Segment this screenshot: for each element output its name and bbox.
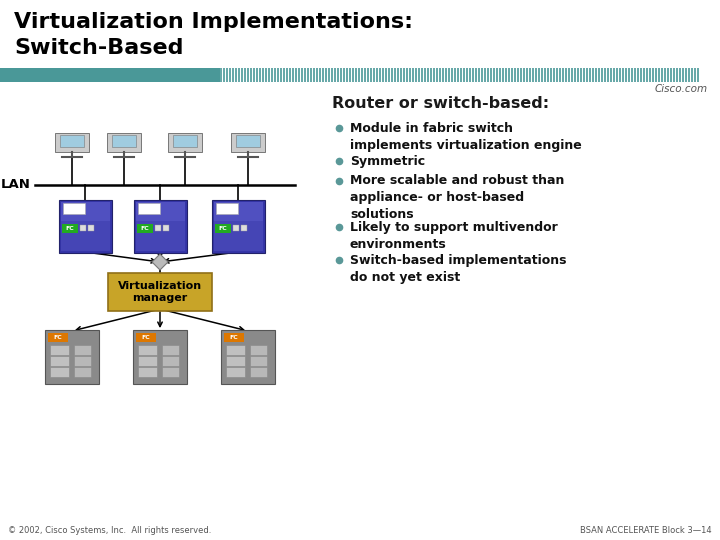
FancyBboxPatch shape: [161, 367, 179, 376]
Text: FC: FC: [140, 226, 149, 231]
FancyBboxPatch shape: [80, 225, 86, 231]
FancyBboxPatch shape: [224, 333, 244, 342]
FancyBboxPatch shape: [250, 355, 266, 366]
FancyBboxPatch shape: [215, 224, 231, 233]
FancyBboxPatch shape: [107, 132, 140, 152]
FancyBboxPatch shape: [236, 134, 260, 147]
FancyBboxPatch shape: [133, 330, 187, 384]
Text: FC: FC: [66, 226, 74, 231]
FancyBboxPatch shape: [138, 345, 156, 354]
Text: © 2002, Cisco Systems, Inc.  All rights reserved.: © 2002, Cisco Systems, Inc. All rights r…: [8, 526, 212, 535]
FancyBboxPatch shape: [250, 367, 266, 376]
FancyBboxPatch shape: [231, 132, 265, 152]
FancyBboxPatch shape: [225, 355, 245, 366]
FancyBboxPatch shape: [250, 345, 266, 354]
FancyBboxPatch shape: [73, 355, 91, 366]
FancyBboxPatch shape: [50, 345, 68, 354]
FancyBboxPatch shape: [233, 225, 239, 231]
FancyBboxPatch shape: [50, 367, 68, 376]
Text: Symmetric: Symmetric: [350, 155, 425, 168]
FancyBboxPatch shape: [60, 134, 84, 147]
FancyBboxPatch shape: [133, 199, 186, 253]
FancyBboxPatch shape: [216, 203, 238, 214]
FancyBboxPatch shape: [135, 201, 184, 221]
FancyBboxPatch shape: [135, 221, 184, 251]
Text: Cisco.com: Cisco.com: [655, 84, 708, 94]
Text: Virtualization Implementations:: Virtualization Implementations:: [14, 12, 413, 32]
FancyBboxPatch shape: [73, 345, 91, 354]
FancyBboxPatch shape: [60, 221, 109, 251]
Text: Module in fabric switch
implements virtualization engine: Module in fabric switch implements virtu…: [350, 122, 582, 152]
FancyBboxPatch shape: [214, 221, 263, 251]
FancyBboxPatch shape: [241, 225, 247, 231]
FancyBboxPatch shape: [155, 225, 161, 231]
FancyBboxPatch shape: [161, 345, 179, 354]
FancyBboxPatch shape: [174, 134, 197, 147]
FancyBboxPatch shape: [60, 201, 109, 221]
FancyBboxPatch shape: [225, 345, 245, 354]
Text: Likely to support multivendor
environments: Likely to support multivendor environmen…: [350, 221, 558, 251]
Text: Virtualization
manager: Virtualization manager: [118, 281, 202, 303]
FancyBboxPatch shape: [58, 199, 112, 253]
Text: FC: FC: [230, 335, 238, 340]
Text: Router or switch-based:: Router or switch-based:: [332, 96, 549, 111]
FancyBboxPatch shape: [88, 225, 94, 231]
FancyBboxPatch shape: [45, 330, 99, 384]
FancyBboxPatch shape: [62, 224, 78, 233]
Text: Switch-Based: Switch-Based: [14, 38, 184, 58]
FancyBboxPatch shape: [138, 355, 156, 366]
Polygon shape: [152, 254, 168, 270]
FancyBboxPatch shape: [138, 367, 156, 376]
FancyBboxPatch shape: [112, 134, 135, 147]
FancyBboxPatch shape: [138, 203, 160, 214]
FancyBboxPatch shape: [221, 330, 275, 384]
FancyBboxPatch shape: [161, 355, 179, 366]
FancyBboxPatch shape: [108, 273, 212, 311]
FancyBboxPatch shape: [214, 201, 263, 221]
FancyBboxPatch shape: [136, 333, 156, 342]
FancyBboxPatch shape: [212, 199, 264, 253]
FancyBboxPatch shape: [168, 132, 202, 152]
FancyBboxPatch shape: [63, 203, 85, 214]
FancyBboxPatch shape: [55, 132, 89, 152]
Text: More scalable and robust than
appliance- or host-based
solutions: More scalable and robust than appliance-…: [350, 174, 564, 220]
FancyBboxPatch shape: [73, 367, 91, 376]
Text: FC: FC: [53, 335, 63, 340]
FancyBboxPatch shape: [225, 367, 245, 376]
Bar: [0, 68, 220, 82]
FancyBboxPatch shape: [50, 355, 68, 366]
FancyBboxPatch shape: [48, 333, 68, 342]
Text: LAN: LAN: [1, 179, 31, 192]
FancyBboxPatch shape: [137, 224, 153, 233]
Text: FC: FC: [142, 335, 150, 340]
Text: Switch-based implementations
do not yet exist: Switch-based implementations do not yet …: [350, 254, 567, 284]
FancyBboxPatch shape: [163, 225, 169, 231]
Text: BSAN ACCELERATE Block 3—14: BSAN ACCELERATE Block 3—14: [580, 526, 712, 535]
Text: FC: FC: [219, 226, 228, 231]
